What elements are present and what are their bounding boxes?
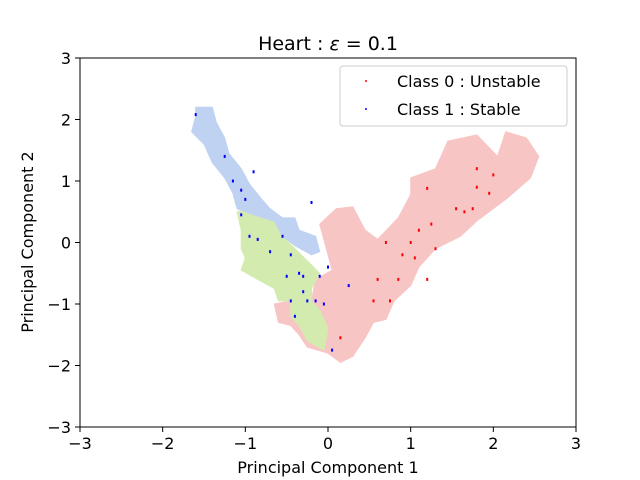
data-point-class-1-4 [252, 170, 255, 174]
data-point-class-1-9 [269, 250, 272, 254]
y-axis-label: Principal Component 2 [18, 151, 37, 332]
legend-marker-class-1 [365, 108, 367, 110]
data-point-class-1-7 [248, 234, 251, 238]
data-point-class-0-14 [389, 299, 391, 303]
legend-marker-class-0 [365, 80, 367, 82]
data-point-class-0-15 [339, 336, 342, 340]
data-point-class-0-8 [397, 277, 400, 281]
data-point-class-1-0 [194, 113, 197, 117]
x-tick-label: 3 [571, 434, 581, 453]
data-point-class-1-24 [298, 271, 301, 275]
x-tick-label: 1 [406, 434, 416, 453]
data-point-class-1-17 [327, 265, 329, 269]
data-point-class-1-13 [310, 201, 313, 204]
y-tick-label: 3 [61, 49, 71, 68]
data-point-class-1-21 [293, 314, 296, 318]
y-tick-label: 2 [61, 111, 71, 130]
data-point-class-1-1 [223, 154, 226, 158]
scatter-points [194, 113, 495, 352]
data-point-class-1-20 [347, 284, 350, 288]
data-point-class-0-13 [372, 299, 375, 303]
data-point-class-1-19 [331, 348, 334, 352]
chart-title: Heart : ε = 0.1 [258, 33, 398, 55]
data-point-class-0-2 [475, 185, 478, 189]
x-tick-label: 2 [488, 434, 498, 453]
data-point-class-0-12 [376, 277, 379, 281]
y-tick-label: −1 [47, 295, 71, 314]
y-tick-label: −2 [47, 357, 71, 376]
y-axis-ticks: −3 −2 −1 0 1 2 3 [47, 49, 80, 437]
y-tick-label: 1 [61, 172, 71, 191]
x-axis-label: Principal Component 1 [237, 458, 418, 477]
data-point-class-1-22 [302, 274, 305, 278]
data-point-class-0-19 [384, 241, 387, 244]
decision-region-2 [191, 106, 321, 256]
x-tick-label: 0 [323, 434, 333, 453]
data-point-class-0-3 [488, 191, 491, 195]
plot-area [79, 57, 577, 428]
y-tick-label: 0 [61, 234, 71, 253]
data-point-class-1-16 [322, 302, 325, 306]
data-point-class-1-25 [289, 253, 292, 257]
legend-label-class-1: Class 1 : Stable [397, 100, 521, 119]
data-point-class-0-18 [455, 207, 458, 211]
data-point-class-0-9 [426, 277, 429, 281]
data-point-class-0-4 [492, 173, 495, 177]
data-point-class-0-0 [426, 186, 429, 190]
x-axis-ticks: −3 −2 −1 0 1 2 3 [68, 427, 581, 453]
chart-title-prefix: Heart : [258, 33, 329, 55]
data-point-class-0-1 [463, 210, 466, 214]
data-point-class-1-6 [240, 213, 243, 217]
data-point-class-1-18 [306, 299, 309, 303]
data-point-class-1-14 [314, 299, 317, 303]
legend-label-class-0: Class 0 : Unstable [397, 72, 541, 91]
chart-title-suffix: = 0.1 [340, 33, 398, 55]
data-point-class-0-17 [475, 167, 478, 171]
data-point-class-0-7 [417, 228, 420, 232]
y-tick-label: −3 [47, 418, 71, 437]
data-point-class-1-11 [289, 299, 292, 303]
data-point-class-0-10 [413, 256, 416, 260]
legend: Class 0 : Unstable Class 1 : Stable [339, 65, 568, 127]
data-point-class-1-5 [244, 197, 247, 201]
decision-regions [191, 106, 540, 363]
data-point-class-1-8 [256, 237, 259, 241]
data-point-class-0-16 [401, 253, 404, 257]
data-point-class-0-5 [471, 207, 474, 211]
x-tick-label: −1 [234, 434, 258, 453]
data-point-class-1-23 [281, 234, 284, 238]
data-point-class-1-3 [240, 188, 243, 192]
data-point-class-1-10 [285, 274, 288, 278]
chart-title-symbol: ε [329, 33, 339, 55]
decision-region-1 [236, 208, 329, 351]
legend-frame [339, 65, 568, 127]
data-point-class-0-20 [434, 247, 437, 251]
data-point-class-1-15 [318, 274, 321, 278]
data-point-class-0-6 [430, 222, 433, 226]
x-tick-label: −2 [151, 434, 175, 453]
data-point-class-0-11 [409, 241, 412, 244]
data-point-class-1-12 [302, 290, 305, 294]
x-tick-label: −3 [68, 434, 92, 453]
data-point-class-1-2 [231, 179, 234, 183]
